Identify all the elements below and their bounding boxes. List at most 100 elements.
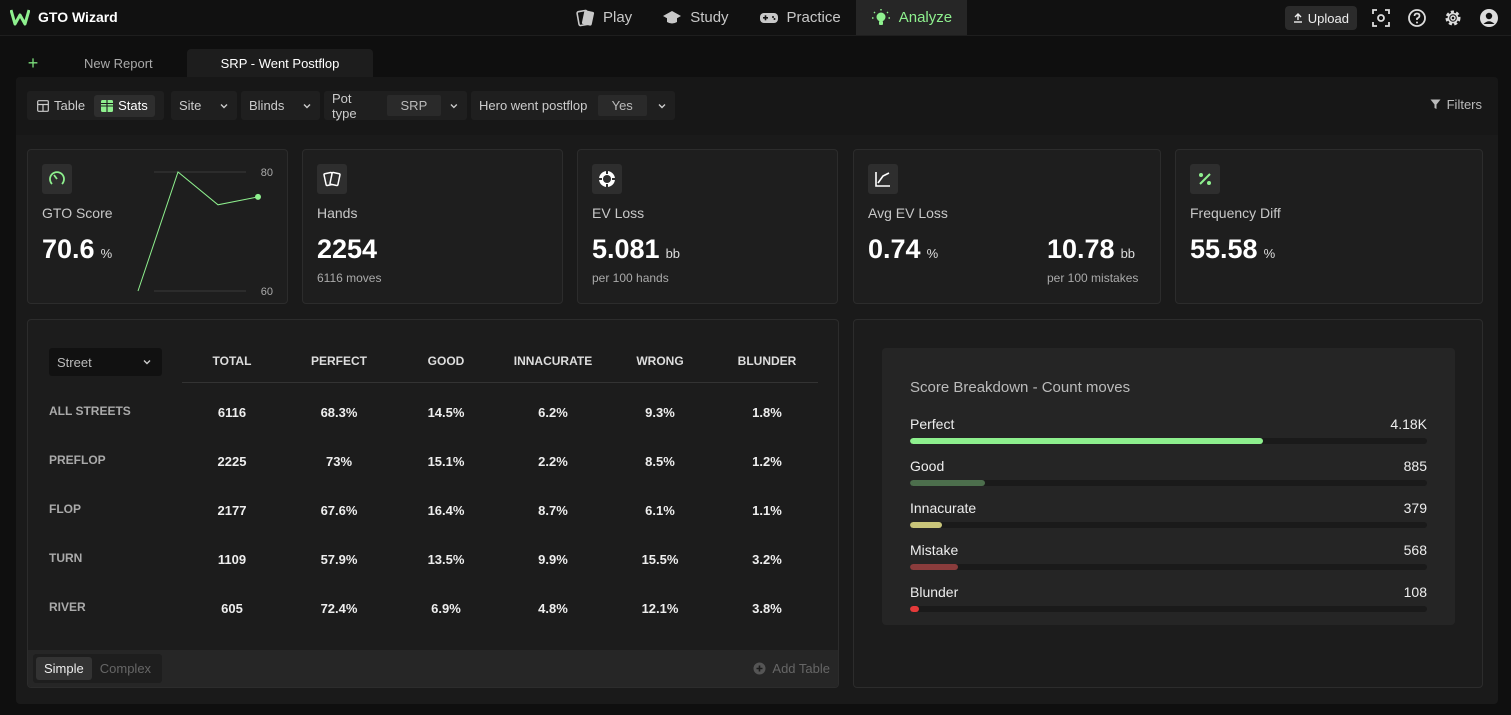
table-cell: 67.6% — [320, 503, 358, 518]
breakdown-bar — [910, 480, 985, 486]
top-bar: GTO Wizard Play Study Practice Analyze U… — [0, 0, 1511, 36]
logo-icon — [10, 9, 30, 26]
ev-loss-value: 5.081 bb — [592, 234, 680, 265]
table-cell: 15.5% — [641, 552, 679, 567]
screenshot-button[interactable] — [1369, 6, 1393, 30]
column-header-total: TOTAL — [212, 354, 252, 368]
street-dropdown[interactable]: Street — [49, 348, 162, 376]
account-button[interactable] — [1477, 6, 1501, 30]
frequency-diff-unit: % — [1263, 246, 1276, 261]
table-cell: 1109 — [217, 552, 247, 567]
table-cell: 15.1% — [427, 454, 465, 469]
chevron-down-icon — [143, 360, 151, 365]
upload-button[interactable]: Upload — [1284, 6, 1357, 30]
table-cell: 73% — [325, 454, 353, 469]
chevron-down-icon — [220, 103, 228, 108]
gto-score-value: 70.6% — [42, 234, 112, 265]
pot-type-dropdown[interactable]: Pot type SRP — [324, 90, 467, 121]
mode-simple-button[interactable]: Simple — [36, 657, 92, 680]
table-footer: Simple Complex Add Table — [28, 650, 838, 687]
breakdown-count: 568 — [1403, 542, 1427, 558]
poker-chip-icon — [599, 171, 615, 187]
ev-loss-sub: per 100 hands — [592, 271, 669, 285]
help-button[interactable] — [1405, 6, 1429, 30]
view-stats-button[interactable]: Stats — [94, 94, 155, 117]
table-icon — [37, 99, 49, 112]
view-table-button[interactable]: Table — [30, 95, 92, 117]
logo[interactable]: GTO Wizard — [10, 7, 118, 27]
hero-postflop-label: Hero went postflop — [479, 98, 588, 113]
add-report-button[interactable]: + — [16, 49, 50, 77]
filters-button[interactable]: Filters — [1430, 97, 1482, 112]
table-cell: 6.9% — [431, 601, 461, 616]
chevron-down-icon — [450, 103, 458, 108]
hero-postflop-dropdown[interactable]: Hero went postflop Yes — [471, 91, 675, 120]
table-cell: 13.5% — [427, 552, 465, 567]
percent-icon — [1199, 173, 1211, 185]
street-dropdown-label: Street — [57, 354, 92, 370]
tab-new-report[interactable]: New Report — [84, 55, 153, 71]
nav-analyze-label: Analyze — [898, 9, 953, 26]
table-cell: 1.1% — [752, 503, 782, 518]
add-table-label: Add Table — [772, 661, 830, 676]
pot-type-value: SRP — [386, 95, 442, 116]
table-cell: 72.4% — [320, 601, 358, 616]
tab-srp-went-postflop[interactable]: SRP - Went Postflop — [186, 49, 374, 77]
frequency-diff-number: 55.58 — [1190, 234, 1258, 264]
avg-ev-loss-sub: per 100 mistakes — [1047, 271, 1139, 285]
chevron-down-icon — [658, 103, 666, 108]
table-cell: 1.8% — [752, 405, 782, 420]
column-header-perfect: PERFECT — [310, 354, 367, 368]
nav-play[interactable]: Play — [560, 0, 647, 35]
sparkline-series — [137, 171, 259, 292]
mode-complex-button[interactable]: Complex — [99, 661, 152, 676]
nav-study-label: Study — [690, 9, 729, 26]
site-dropdown[interactable]: Site — [171, 91, 237, 120]
breakdown-label: Perfect — [910, 416, 955, 432]
blinds-dropdown[interactable]: Blinds — [241, 91, 320, 120]
help-icon — [1408, 9, 1426, 27]
row-label-flop: FLOP — [49, 502, 81, 516]
chevron-down-icon — [303, 103, 311, 108]
playing-cards-icon — [323, 171, 341, 187]
table-cell: 12.1% — [641, 601, 679, 616]
nav-analyze[interactable]: Analyze — [855, 0, 968, 35]
plus-circle-icon — [753, 662, 766, 675]
breakdown-label: Innacurate — [910, 500, 977, 516]
column-header-innacurate: INNACURATE — [513, 354, 593, 368]
hands-sub: 6116 moves — [317, 271, 382, 285]
frequency-diff-label: Frequency Diff — [1190, 205, 1281, 221]
pot-type-label: Pot type — [332, 90, 357, 121]
avg-ev-loss-number: 0.74 — [868, 234, 921, 264]
view-toggle: Table Stats — [27, 91, 164, 120]
table-cell: 14.5% — [427, 405, 465, 420]
breakdown-track — [910, 564, 1427, 570]
cards-icon — [576, 9, 595, 26]
lightbulb-icon — [871, 8, 890, 25]
filter-bar: Table Stats Site Blinds Pot type SRP Her… — [16, 77, 1498, 135]
breakdown-count: 4.18K — [1390, 416, 1427, 432]
upload-label: Upload — [1307, 10, 1349, 26]
filters-label: Filters — [1446, 97, 1482, 112]
sparkline-ytick-max: 80 — [261, 167, 273, 179]
gto-score-label: GTO Score — [42, 205, 113, 221]
filter-funnel-icon — [1430, 99, 1441, 109]
avg-ev-loss-value: 0.74% — [868, 234, 938, 265]
ev-loss-card: EV Loss 5.081 bb per 100 hands — [577, 149, 838, 304]
breakdown-track — [910, 480, 1427, 486]
grid-icon — [101, 99, 114, 112]
breakdown-count: 108 — [1403, 584, 1427, 600]
table-cell: 2.2% — [538, 454, 568, 469]
site-label: Site — [179, 98, 202, 113]
row-label-river: RIVER — [49, 600, 86, 614]
main-nav: Play Study Practice Analyze — [560, 0, 968, 35]
report-panel: Table Stats Site Blinds Pot type SRP Her… — [16, 77, 1498, 704]
settings-button[interactable] — [1441, 6, 1465, 30]
nav-study[interactable]: Study — [647, 0, 743, 35]
add-table-button[interactable]: Add Table — [753, 661, 830, 676]
nav-practice[interactable]: Practice — [744, 0, 856, 35]
header-divider — [182, 382, 818, 383]
column-header-good: GOOD — [427, 354, 465, 368]
table-cell: 6.2% — [538, 405, 568, 420]
nav-play-label: Play — [603, 9, 633, 26]
